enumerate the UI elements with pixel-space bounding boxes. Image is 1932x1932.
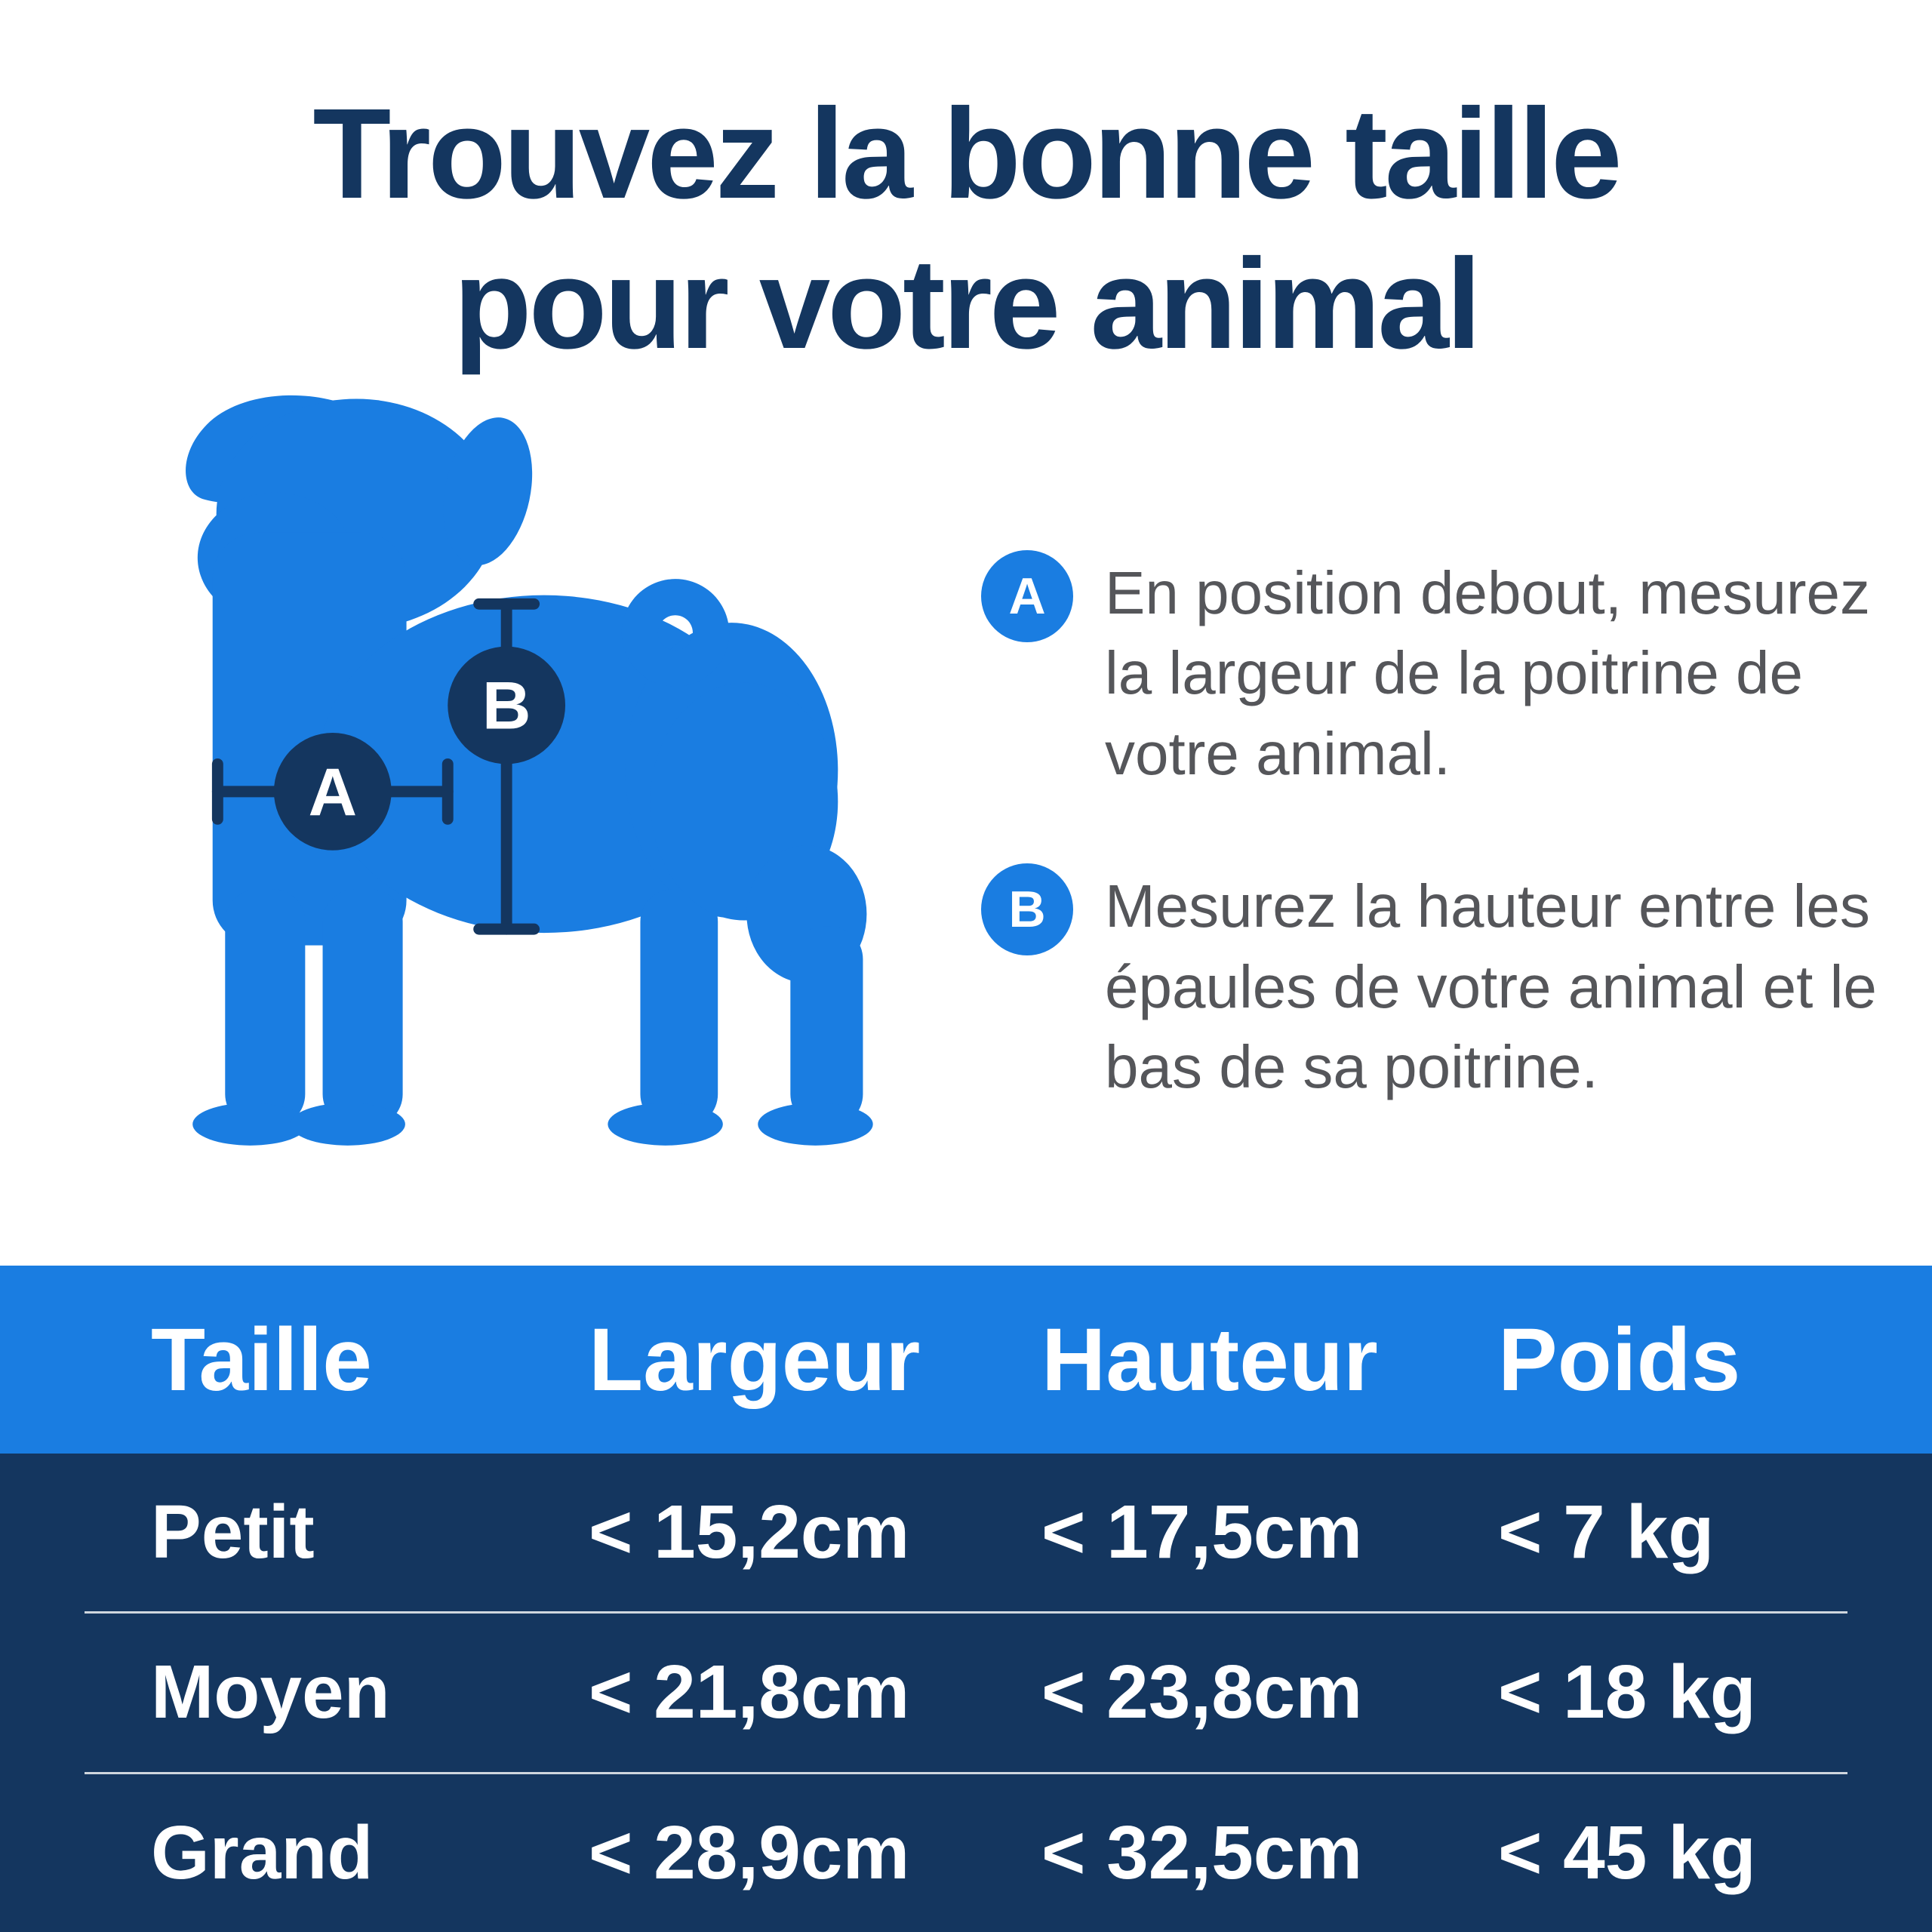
table-row-grand: Grand < 28,9cm < 32,5cm < 45 kg xyxy=(0,1774,1932,1932)
callout-b-text: Mesurez la hauteur entre les épaules de … xyxy=(1105,872,1877,1100)
dog-silhouette-icon xyxy=(186,395,873,1146)
cell-hauteur: < 32,5cm xyxy=(1041,1810,1363,1895)
dog-measure-diagram: A B xyxy=(175,389,875,1157)
size-table: Taille Largeur Hauteur Poids Petit < 15,… xyxy=(0,1266,1932,1932)
cell-taille: Moyen xyxy=(151,1650,390,1735)
header-poids: Poids xyxy=(1498,1309,1741,1410)
badge-b: B xyxy=(981,863,1073,956)
page-title: Trouvez la bonne taille pour votre anima… xyxy=(0,79,1932,380)
row-separator xyxy=(85,1611,1847,1614)
callout-a: A En position debout, mesurez la largeur… xyxy=(981,550,1909,794)
title-line-1: Trouvez la bonne taille xyxy=(312,82,1622,226)
cell-hauteur: < 17,5cm xyxy=(1041,1490,1363,1575)
measure-markers: A B xyxy=(211,598,566,935)
row-separator xyxy=(85,1771,1847,1774)
marker-b-circle xyxy=(448,646,566,764)
callout-b: B Mesurez la hauteur entre les épaules d… xyxy=(981,863,1909,1107)
marker-a-circle xyxy=(273,732,392,851)
title-line-2: pour votre animal xyxy=(453,232,1481,376)
cell-taille: Petit xyxy=(151,1490,315,1575)
table-row-petit: Petit < 15,2cm < 17,5cm < 7 kg xyxy=(0,1454,1932,1611)
cell-largeur: < 15,2cm xyxy=(589,1490,910,1575)
cell-poids: < 7 kg xyxy=(1498,1490,1715,1575)
cell-taille: Grand xyxy=(151,1810,374,1895)
callout-a-text: En position debout, mesurez la largeur d… xyxy=(1105,559,1870,787)
cell-poids: < 18 kg xyxy=(1498,1650,1756,1735)
dog-silhouette-svg: A B xyxy=(186,395,873,1146)
header-hauteur: Hauteur xyxy=(1041,1309,1378,1410)
header-largeur: Largeur xyxy=(589,1309,921,1410)
table-row-moyen: Moyen < 21,8cm < 23,8cm < 18 kg xyxy=(0,1614,1932,1771)
size-table-body: Petit < 15,2cm < 17,5cm < 7 kg Moyen < 2… xyxy=(0,1454,1932,1932)
cell-hauteur: < 23,8cm xyxy=(1041,1650,1363,1735)
cell-poids: < 45 kg xyxy=(1498,1810,1756,1895)
size-table-header: Taille Largeur Hauteur Poids xyxy=(0,1266,1932,1454)
cell-largeur: < 21,8cm xyxy=(589,1650,910,1735)
marker-a-label: A xyxy=(308,754,357,829)
marker-b-label: B xyxy=(482,668,531,743)
measure-instructions: A En position debout, mesurez la largeur… xyxy=(981,550,1909,1180)
cell-largeur: < 28,9cm xyxy=(589,1810,910,1895)
header-taille: Taille xyxy=(151,1309,372,1410)
badge-a: A xyxy=(981,550,1073,642)
